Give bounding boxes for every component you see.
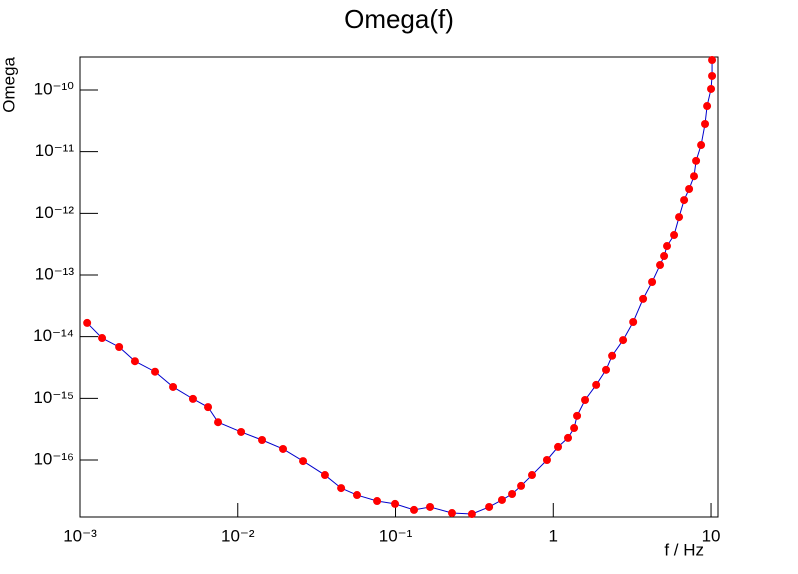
y-tick-label: 10⁻¹¹ [35,141,75,160]
data-point [680,196,689,205]
y-tick-label: 10⁻¹² [35,203,75,222]
data-point [98,334,107,343]
data-point [447,509,456,518]
x-tick-label: 10 [702,526,721,545]
x-tick-label: 10⁻³ [63,526,97,545]
y-axis-label: Omega [0,56,18,112]
data-point [573,411,582,420]
data-point [685,185,694,194]
data-point [299,457,308,466]
data-point [373,497,382,506]
data-point [151,367,160,376]
data-point [675,213,684,222]
data-point [467,510,476,519]
x-tick-label: 10⁻² [221,526,255,545]
data-point [517,481,526,490]
data-point [660,252,669,261]
data-point [485,502,494,511]
data-point [542,455,551,464]
data-point [214,418,223,427]
data-point [581,395,590,404]
data-point [708,71,717,80]
data-point [130,357,139,366]
data-point [670,231,679,240]
data-point [337,484,346,493]
y-tick-label: 10⁻¹⁶ [33,449,74,468]
x-tick-label: 10⁻¹ [379,526,413,545]
y-tick-label: 10⁻¹³ [35,264,75,283]
data-point [353,491,362,500]
data-point [707,84,716,93]
data-point [410,505,419,514]
data-point [690,172,699,181]
data-point [663,242,672,251]
data-point [508,489,517,498]
x-tick-label: 1 [549,526,558,545]
data-point [391,499,400,508]
data-point [169,382,178,391]
data-point [320,471,329,480]
data-point [115,342,124,351]
data-point [703,102,712,111]
data-point [619,336,628,345]
data-point [570,424,579,433]
chart-title: Omega(f) [344,4,454,34]
data-point [708,56,717,65]
data-point [592,380,601,389]
plot-frame [79,56,719,518]
data-point [204,403,213,412]
data-point [602,365,611,374]
data-point [237,427,246,436]
y-tick-label: 10⁻¹⁰ [34,79,75,98]
data-point [564,433,573,442]
data-point [697,141,706,150]
y-tick-label: 10⁻¹⁴ [33,326,74,345]
y-tick-label: 10⁻¹⁵ [33,388,74,407]
data-point [258,435,267,444]
data-point [648,278,657,287]
data-point [554,442,563,451]
data-point [426,502,435,511]
data-point [656,261,665,270]
data-point [629,317,638,326]
data-point [527,471,536,480]
data-point [279,444,288,453]
data-point [692,156,701,165]
data-point [83,318,92,327]
data-point [701,120,710,129]
data-point [188,394,197,403]
data-point [497,495,506,504]
data-point [608,351,617,360]
x-axis-label: f / Hz [664,540,704,559]
data-point [639,294,648,303]
